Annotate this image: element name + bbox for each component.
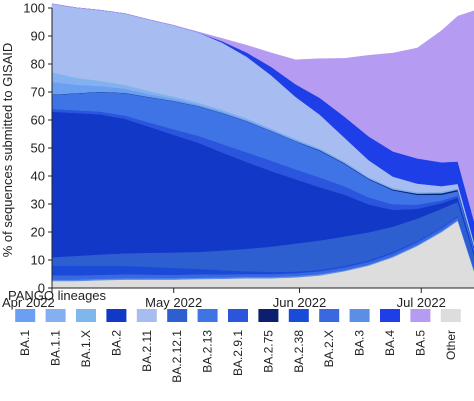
y-tick-label: 80 xyxy=(31,57,45,72)
y-tick-label: 0 xyxy=(38,281,45,296)
legend-label-ba-2-11: BA.2.11 xyxy=(140,330,154,372)
y-tick-label: 10 xyxy=(31,253,45,268)
axes: 0 10 20 30 40 50 60 70 80 90 100 Apr 2022 May 2022 Ju… xyxy=(2,1,474,310)
legend-swatch-ba-3 xyxy=(349,309,370,322)
legend-swatch-ba-2 xyxy=(106,309,127,322)
y-tick-label: 70 xyxy=(31,85,45,100)
legend-label-ba-5: BA.5 xyxy=(413,330,427,356)
legend-swatch-ba-2-13 xyxy=(197,309,218,322)
y-tick-label: 40 xyxy=(31,169,45,184)
legend-label-other: Other xyxy=(444,330,458,360)
y-tick-label: 100 xyxy=(23,1,45,16)
stacked-areas xyxy=(51,3,474,289)
legend-label-ba-2: BA.2 xyxy=(109,330,123,356)
legend-label-ba-2-13: BA.2.13 xyxy=(201,330,215,373)
legend-swatch-ba-2-38 xyxy=(288,309,309,322)
y-axis-label: % of sequences submitted to GISAID xyxy=(0,43,15,258)
legend-label-ba-1: BA.1 xyxy=(18,330,32,356)
legend-swatch-ba-1-x xyxy=(76,309,96,322)
x-tick-label: May 2022 xyxy=(145,295,202,310)
legend-swatch-ba-1-1 xyxy=(45,309,66,322)
legend-swatch-ba-2-x xyxy=(319,309,340,322)
legend-label-ba-1-x: BA.1.X xyxy=(79,330,93,367)
legend-label-ba-3: BA.3 xyxy=(353,330,367,356)
legend-label-ba-1-1: BA.1.1 xyxy=(49,330,63,366)
legend-label-ba-2-x: BA.2.X xyxy=(322,330,336,367)
y-tick-label: 30 xyxy=(31,197,45,212)
legend-swatch-ba-1 xyxy=(15,309,36,322)
y-tick-label: 20 xyxy=(31,225,45,240)
legend-label-ba-4: BA.4 xyxy=(383,330,397,356)
legend-swatch-ba-5 xyxy=(410,309,431,322)
legend: BA.1 BA.1.1 BA.1.X BA.2 BA.2.11 BA.2.12.1 BA.2… xyxy=(15,309,461,383)
legend-label-ba-2-9-1: BA.2.9.1 xyxy=(231,330,245,376)
legend-swatch-ba-2-9-1 xyxy=(228,309,248,322)
x-tick-label: Jul 2022 xyxy=(397,295,446,310)
y-tick-label: 60 xyxy=(31,113,45,128)
legend-swatch-ba-4 xyxy=(380,309,400,322)
y-tick-label: 50 xyxy=(31,141,45,156)
legend-swatch-other xyxy=(440,309,461,322)
legend-label-ba-2-12-1: BA.2.12.1 xyxy=(170,330,184,383)
area-ba-5 xyxy=(51,3,474,221)
legend-swatch-ba-2-11 xyxy=(136,309,157,322)
legend-label-ba-2-75: BA.2.75 xyxy=(261,330,275,373)
x-tick-label: Jun 2022 xyxy=(273,295,327,310)
legend-swatch-ba-2-12-1 xyxy=(167,309,188,322)
legend-label-ba-2-38: BA.2.38 xyxy=(292,330,306,373)
x-tick-label: Apr 2022 xyxy=(2,295,55,310)
y-tick-label: 90 xyxy=(31,29,45,44)
legend-swatch-ba-2-75 xyxy=(258,309,279,322)
legend-title: PANGO lineages xyxy=(8,288,107,303)
